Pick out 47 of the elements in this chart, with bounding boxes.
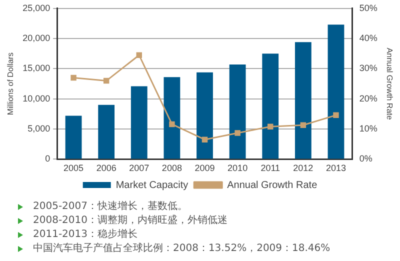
point [300, 122, 306, 128]
y-tick-label: 5,000 [28, 124, 50, 134]
y-tick-label: 15,000 [22, 63, 50, 74]
x-tick-label: 2009 [194, 163, 215, 174]
bar [65, 116, 82, 159]
y-tick-label: 10,000 [22, 93, 50, 104]
x-tick-label: 2013 [326, 163, 346, 174]
y2-tick-label: 0% [359, 154, 372, 164]
bar [130, 86, 148, 159]
y-tick-label: 20,000 [22, 33, 50, 44]
y-tick-label: 25,000 [22, 2, 50, 13]
bar [196, 72, 213, 159]
x-tick-label: 2005 [64, 163, 84, 174]
x-tick-label: 2010 [228, 163, 248, 174]
y-axis-title: Millions of Dollars [6, 52, 16, 116]
x-tick-label: 2006 [96, 163, 116, 174]
x-tick-label: 2008 [162, 163, 182, 174]
point [169, 121, 175, 128]
text: 2011-2013：稳步增长 [33, 228, 138, 242]
point [103, 78, 110, 84]
point [70, 74, 76, 81]
bar [294, 42, 312, 159]
text: 2008-2010：调整期，内销旺盛，外销低迷 [33, 214, 228, 228]
point [234, 130, 240, 136]
text: 2005-2007：快速增长，基数低。 [33, 200, 188, 214]
y2-tick-label: 50% [359, 2, 378, 13]
x-tick-label: 2007 [129, 163, 150, 174]
y2-tick-label: 10% [359, 124, 378, 134]
x-tick-label: 2012 [293, 163, 314, 174]
y2-tick-label: 20% [359, 93, 378, 104]
text: 中国汽车电子产值占全球比例：2008：13.52%，2009：18.46% [33, 242, 330, 256]
legend-label: Market Capacity [116, 180, 188, 191]
legend-label: Annual Growth Rate [227, 180, 318, 191]
bar [328, 24, 344, 159]
y-tick-label: 0 [45, 154, 50, 164]
y2-axis-title: Annual Growth Rate [384, 48, 394, 120]
y2-tick-label: 40% [359, 33, 378, 44]
y2-tick-label: 30% [359, 63, 378, 74]
bar [262, 54, 279, 159]
bar [164, 77, 180, 159]
point [202, 136, 208, 142]
bar [229, 64, 246, 159]
x-tick-label: 2011 [260, 163, 280, 174]
bar [98, 104, 115, 159]
point [333, 112, 339, 118]
point [136, 52, 142, 58]
point [268, 124, 274, 130]
